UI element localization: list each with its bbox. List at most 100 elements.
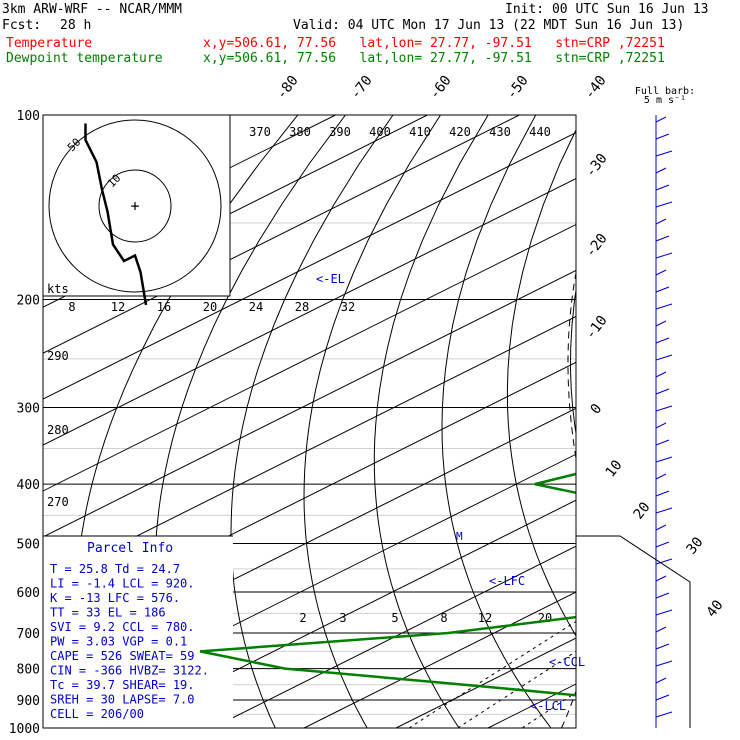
hodograph-speed-label: 24: [249, 300, 263, 314]
wind-barb: [655, 541, 670, 548]
dry-adiabat: [691, 115, 740, 728]
forecast-hour: 28 h: [60, 18, 92, 33]
isotherm-label: -80: [274, 73, 302, 103]
level-annotation: <-EL: [316, 272, 345, 286]
mixing-ratio-label: 8: [440, 611, 447, 625]
model-title: 3km ARW-WRF -- NCAR/MMM: [2, 2, 183, 17]
theta-e-label: 420: [449, 125, 471, 139]
forecast-label: Fcst:: [2, 18, 42, 33]
wind-barb-legend-unit: 5 m s⁻¹: [644, 95, 686, 106]
theta-e-label: 430: [489, 125, 511, 139]
wind-barb: [655, 507, 673, 514]
wind-barb: [655, 643, 670, 650]
dry-adiabat: [441, 115, 552, 728]
isotherm-label: -30: [583, 151, 611, 181]
pressure-tick-label: 500: [17, 537, 40, 552]
hodograph-ring-outer: [48, 119, 222, 293]
temperature-trace: [725, 115, 740, 728]
hodograph-unit-label: kts: [47, 282, 69, 296]
wind-barb: [655, 609, 673, 616]
pressure-tick-label: 100: [17, 109, 40, 124]
isotherm-label: 10: [603, 457, 626, 480]
parcel-info-line: TT = 33 EL = 186: [50, 606, 166, 620]
wind-barb: [655, 490, 670, 497]
mixing-ratio-label: 12: [478, 611, 492, 625]
isotherm-label: -10: [583, 313, 611, 343]
wind-barb: [655, 558, 673, 565]
dewpoint-legend: Dewpoint temperature: [6, 51, 163, 66]
hodograph-speed-label: 20: [203, 300, 217, 314]
dry-adiabat: [506, 128, 576, 637]
hodograph-ring-inner: [98, 169, 172, 243]
wind-barb: [655, 711, 673, 718]
isotherm-label: 20: [631, 499, 654, 522]
isotherm-label: 30: [684, 534, 707, 557]
dry-adiabat: [230, 115, 394, 728]
wind-barb: [655, 371, 667, 378]
pressure-tick-label: 800: [17, 663, 40, 678]
wind-barb: [655, 524, 667, 531]
level-annotation: <-LCL: [530, 699, 566, 713]
init-time: Init: 00 UTC Sun 16 Jun 13: [505, 2, 709, 17]
isotherm: [43, 115, 520, 354]
hodograph-center: +: [130, 197, 139, 215]
wind-barb: [655, 592, 670, 599]
parcel-info-line: SREH = 30 LAPSE= 7.0: [50, 693, 195, 707]
pressure-tick-label: 200: [17, 294, 40, 309]
mixing-ratio-label: 5: [391, 611, 398, 625]
wind-barb: [655, 626, 667, 633]
isotherm: [580, 115, 740, 728]
isotherm-label: -70: [348, 73, 376, 103]
wind-barb: [655, 694, 670, 701]
isotherm-label: 0: [588, 401, 606, 417]
wind-barb: [655, 575, 667, 582]
pressure-tick-label: 600: [17, 586, 40, 601]
mixing-ratio-label: 2: [299, 611, 306, 625]
moist-adiabat: [672, 240, 740, 728]
wind-barb: [655, 388, 670, 395]
dry-adiabat-label: 280: [47, 423, 69, 437]
dewpoint-station-info: x,y=506.61, 77.56 lat,lon= 27.77, -97.51…: [203, 51, 665, 66]
parcel-info-line: SVI = 9.2 CCL = 780.: [50, 620, 195, 634]
lfc-marker: M: [456, 530, 463, 543]
dry-adiabat: [569, 287, 576, 437]
wind-barb: [655, 456, 673, 463]
parcel-info-line: CAPE = 526 SWEAT= 59: [50, 649, 195, 663]
moist-adiabat: [709, 240, 740, 728]
mixing-ratio-label: 3: [339, 611, 346, 625]
dry-adiabat: [373, 115, 489, 728]
dewpoint-trace: [199, 472, 576, 697]
wind-barb: [655, 269, 667, 276]
isotherm: [43, 269, 576, 538]
parcel-info-line: CIN = -366 HVBZ= 3122.: [50, 664, 209, 678]
theta-e-label: 370: [249, 125, 271, 139]
mixing-ratio-label: 20: [538, 611, 552, 625]
level-annotation: <-LFC: [489, 574, 525, 588]
wind-barb: [655, 218, 667, 225]
parcel-info-line: PW = 3.03 VGP = 0.1: [50, 635, 187, 649]
hodograph-speed-label: 28: [295, 300, 309, 314]
wind-barb: [655, 150, 673, 157]
moist-adiabat: [598, 240, 651, 728]
moist-adiabat: [635, 240, 719, 728]
parcel-info-title: Parcel Info: [87, 541, 173, 556]
dry-adiabat-label: 270: [47, 495, 69, 509]
pressure-tick-label: 700: [17, 627, 40, 642]
barb-column-edge: [576, 535, 691, 728]
isotherm-label: -20: [583, 231, 611, 261]
hodograph-speed-label: 8: [68, 300, 75, 314]
isotherm: [212, 545, 576, 728]
wind-barb: [655, 473, 667, 480]
parcel-info-line: CELL = 206/00: [50, 707, 144, 721]
parcel-info-panel: [43, 536, 233, 728]
wind-barb: [655, 235, 670, 242]
wind-barb: [655, 405, 673, 412]
isotherm-label: -50: [504, 73, 532, 103]
parcel-info-line: LI = -1.4 LCL = 920.: [50, 577, 195, 591]
pressure-tick-label: 300: [17, 401, 40, 416]
pressure-tick-label: 1000: [9, 722, 40, 737]
isotherm-label: 40: [704, 597, 727, 620]
hodograph-speed-label: 32: [341, 300, 355, 314]
level-annotation: <-CCL: [549, 655, 585, 669]
wind-barb: [655, 133, 670, 140]
